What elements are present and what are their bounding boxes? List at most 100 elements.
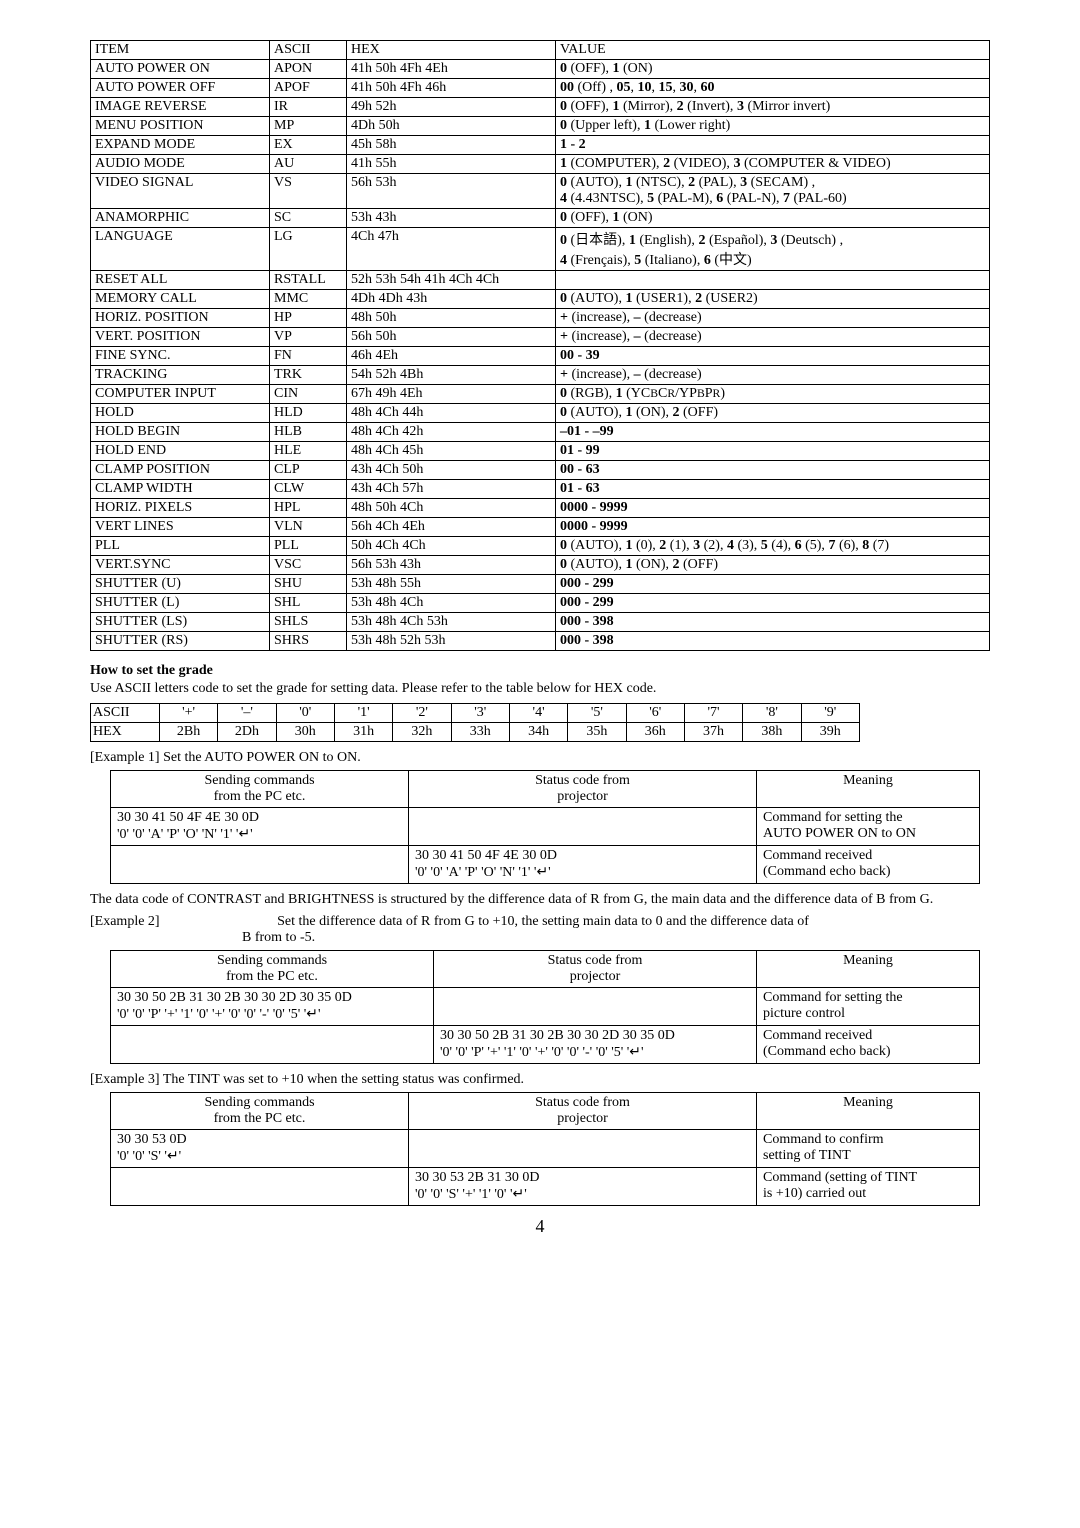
example-cell: 30 30 53 2B 31 30 0D'0' '0' 'S' '+' '1' …: [409, 1168, 757, 1206]
example-cell: Command for setting theAUTO POWER ON to …: [757, 808, 980, 846]
example-row: 30 30 53 2B 31 30 0D'0' '0' 'S' '+' '1' …: [111, 1168, 980, 1206]
main-table-cell: 0 (AUTO), 1 (0), 2 (1), 3 (2), 4 (3), 5 …: [556, 537, 990, 556]
main-table-cell: MENU POSITION: [91, 117, 270, 136]
main-table-cell: 4Dh 50h: [347, 117, 556, 136]
main-table-cell: 53h 48h 4Ch: [347, 594, 556, 613]
main-table-cell: SHUTTER (LS): [91, 613, 270, 632]
main-header-value: VALUE: [556, 41, 990, 60]
main-table-cell: HORIZ. POSITION: [91, 309, 270, 328]
main-table-cell: MP: [270, 117, 347, 136]
main-table-row: HORIZ. PIXELSHPL48h 50h 4Ch0000 - 9999: [91, 499, 990, 518]
ascii-cell: '8': [743, 704, 801, 723]
main-table-cell: 0 (OFF), 1 (Mirror), 2 (Invert), 3 (Mirr…: [556, 98, 990, 117]
main-table-cell: 1 (COMPUTER), 2 (VIDEO), 3 (COMPUTER & V…: [556, 155, 990, 174]
main-table-cell: AU: [270, 155, 347, 174]
main-table-cell: 49h 52h: [347, 98, 556, 117]
main-table-cell: AUTO POWER OFF: [91, 79, 270, 98]
ascii-cell: '6': [626, 704, 684, 723]
main-table-row: HOLDHLD48h 4Ch 44h0 (AUTO), 1 (ON), 2 (O…: [91, 404, 990, 423]
example3-label: [Example 3] The TINT was set to +10 when…: [90, 1072, 990, 1088]
example-cell: 30 30 53 0D'0' '0' 'S' '↵': [111, 1130, 409, 1168]
ascii-cell: '7': [684, 704, 742, 723]
main-table-cell: MMC: [270, 290, 347, 309]
hex-cell: 2Dh: [218, 723, 276, 742]
main-table-cell: 00 (Off) , 05, 10, 15, 30, 60: [556, 79, 990, 98]
main-table-cell: SHUTTER (U): [91, 575, 270, 594]
main-table-row: SHUTTER (U)SHU53h 48h 55h000 - 299: [91, 575, 990, 594]
main-table-cell: FN: [270, 347, 347, 366]
ascii-cell: ASCII: [91, 704, 160, 723]
main-table-cell: VS: [270, 174, 347, 209]
main-table-cell: + (increase), – (decrease): [556, 366, 990, 385]
main-table-row: ANAMORPHICSC53h 43h0 (OFF), 1 (ON): [91, 209, 990, 228]
main-table-cell: HLE: [270, 442, 347, 461]
main-table-row: VERT LINESVLN56h 4Ch 4Eh0000 - 9999: [91, 518, 990, 537]
example-cell: 30 30 41 50 4F 4E 30 0D'0' '0' 'A' 'P' '…: [409, 846, 757, 884]
example-row: 30 30 41 50 4F 4E 30 0D'0' '0' 'A' 'P' '…: [111, 808, 980, 846]
main-table-cell: 46h 4Eh: [347, 347, 556, 366]
main-table-cell: HOLD END: [91, 442, 270, 461]
main-table-row: LANGUAGELG4Ch 47h0 (日本語), 1 (English), 2…: [91, 228, 990, 271]
main-table-cell: COMPUTER INPUT: [91, 385, 270, 404]
example1-label: [Example 1] Set the AUTO POWER ON to ON.: [90, 750, 990, 766]
main-table-cell: 0 (AUTO), 1 (USER1), 2 (USER2): [556, 290, 990, 309]
example-cell: Command received(Command echo back): [757, 846, 980, 884]
ex1-header-meaning: Meaning: [757, 771, 980, 808]
main-table-row: COMPUTER INPUTCIN67h 49h 4Eh0 (RGB), 1 (…: [91, 385, 990, 404]
main-table-row: VIDEO SIGNALVS56h 53h0 (AUTO), 1 (NTSC),…: [91, 174, 990, 209]
main-table-cell: EX: [270, 136, 347, 155]
main-table-cell: 000 - 299: [556, 575, 990, 594]
main-header-item: ITEM: [91, 41, 270, 60]
main-table-cell: VIDEO SIGNAL: [91, 174, 270, 209]
example-row: 30 30 50 2B 31 30 2B 30 30 2D 30 35 0D'0…: [111, 988, 980, 1026]
main-table-cell: VSC: [270, 556, 347, 575]
main-table-cell: 53h 48h 4Ch 53h: [347, 613, 556, 632]
main-table-cell: TRK: [270, 366, 347, 385]
main-table-cell: 00 - 63: [556, 461, 990, 480]
paragraph-after-ex1: The data code of CONTRAST and BRIGHTNESS…: [90, 892, 990, 908]
hex-cell: 34h: [509, 723, 567, 742]
example-cell: Command (setting of TINTis +10) carried …: [757, 1168, 980, 1206]
hex-cell: 35h: [568, 723, 626, 742]
main-table-cell: 45h 58h: [347, 136, 556, 155]
ex1-header-status: Status code fromprojector: [409, 771, 757, 808]
main-table-cell: PLL: [270, 537, 347, 556]
main-table-cell: 01 - 99: [556, 442, 990, 461]
main-table-row: HORIZ. POSITIONHP48h 50h+ (increase), – …: [91, 309, 990, 328]
main-table-cell: 000 - 398: [556, 613, 990, 632]
main-table-cell: 01 - 63: [556, 480, 990, 499]
main-table-cell: AUTO POWER ON: [91, 60, 270, 79]
main-table-cell: LG: [270, 228, 347, 271]
main-table-cell: HLB: [270, 423, 347, 442]
main-table-cell: APOF: [270, 79, 347, 98]
ascii-cell: '+': [159, 704, 217, 723]
main-table-row: CLAMP POSITIONCLP43h 4Ch 50h00 - 63: [91, 461, 990, 480]
ascii-cell: '5': [568, 704, 626, 723]
main-table-cell: 48h 50h: [347, 309, 556, 328]
ex3-header-meaning: Meaning: [757, 1093, 980, 1130]
ascii-hex-table: ASCII'+''–''0''1''2''3''4''5''6''7''8''9…: [90, 703, 860, 742]
main-table-cell: CLAMP POSITION: [91, 461, 270, 480]
main-table-cell: TRACKING: [91, 366, 270, 385]
main-table-cell: 53h 48h 55h: [347, 575, 556, 594]
hex-cell: 39h: [801, 723, 859, 742]
main-table-cell: 000 - 299: [556, 594, 990, 613]
main-table-cell: 41h 50h 4Fh 4Eh: [347, 60, 556, 79]
main-table-row: CLAMP WIDTHCLW43h 4Ch 57h01 - 63: [91, 480, 990, 499]
main-table-cell: SHLS: [270, 613, 347, 632]
main-table-cell: RSTALL: [270, 271, 347, 290]
main-table-cell: –01 - –99: [556, 423, 990, 442]
main-table-cell: HOLD BEGIN: [91, 423, 270, 442]
main-table-cell: AUDIO MODE: [91, 155, 270, 174]
main-table-cell: ANAMORPHIC: [91, 209, 270, 228]
example-cell: 30 30 41 50 4F 4E 30 0D'0' '0' 'A' 'P' '…: [111, 808, 409, 846]
page-number: 4: [90, 1216, 990, 1237]
main-table-cell: 0 (Upper left), 1 (Lower right): [556, 117, 990, 136]
main-table-cell: HPL: [270, 499, 347, 518]
ex1-header-send: Sending commandsfrom the PC etc.: [111, 771, 409, 808]
example-row: 30 30 50 2B 31 30 2B 30 30 2D 30 35 0D'0…: [111, 1026, 980, 1064]
main-table-row: TRACKINGTRK54h 52h 4Bh+ (increase), – (d…: [91, 366, 990, 385]
main-table-row: MEMORY CALLMMC4Dh 4Dh 43h0 (AUTO), 1 (US…: [91, 290, 990, 309]
main-table-cell: EXPAND MODE: [91, 136, 270, 155]
main-table-cell: 52h 53h 54h 41h 4Ch 4Ch: [347, 271, 556, 290]
